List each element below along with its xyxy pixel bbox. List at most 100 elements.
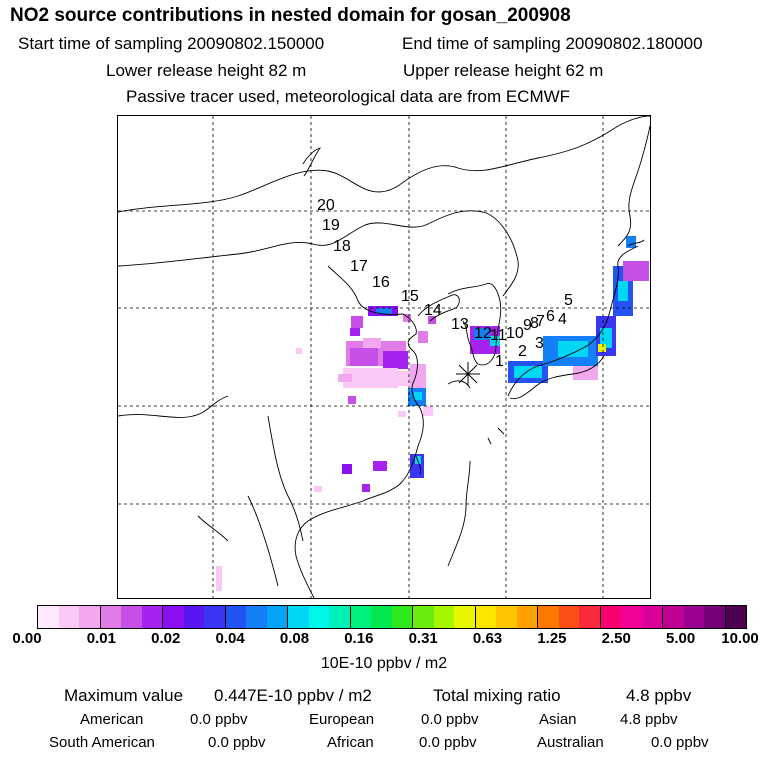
region-name: South American <box>49 734 155 751</box>
colorbar <box>37 605 747 629</box>
colorbar-swatch <box>704 606 726 628</box>
colorbar-swatch <box>663 606 684 628</box>
conc-cell <box>373 461 387 471</box>
region-name: Australian <box>537 734 604 751</box>
trajectory-label: 7 <box>536 313 545 330</box>
trajectory-label: 6 <box>546 308 555 325</box>
trajectory-label: 8 <box>530 315 539 332</box>
region-name: Asian <box>539 711 577 728</box>
colorbar-swatch <box>621 606 642 628</box>
region-value: 0.0 ppbv <box>651 734 709 751</box>
conc-cell <box>343 368 398 388</box>
region-name: American <box>80 711 144 728</box>
conc-cell <box>363 338 381 348</box>
trajectory-label: 2 <box>518 343 527 360</box>
colorbar-swatch <box>683 606 704 628</box>
region-value: 0.0 ppbv <box>190 711 248 728</box>
conc-cell <box>598 344 606 352</box>
colorbar-swatch <box>100 606 121 628</box>
colorbar-swatch <box>391 606 413 628</box>
region-value: 0.0 ppbv <box>421 711 479 728</box>
colorbar-unit: 10E-10 ppbv / m2 <box>320 655 448 672</box>
colorbar-tick-label: 0.04 <box>215 630 245 647</box>
conc-cell <box>376 308 392 314</box>
colorbar-swatch <box>496 606 517 628</box>
conc-cell <box>398 411 406 417</box>
page-title: NO2 source contributions in nested domai… <box>10 5 571 26</box>
conc-cell <box>423 406 433 416</box>
colorbar-tick-label: 0.16 <box>344 630 374 647</box>
colorbar-tick-label: 2.50 <box>601 630 631 647</box>
conc-cell <box>350 348 378 366</box>
conc-cell <box>362 484 370 492</box>
trajectory-label: 16 <box>372 274 390 291</box>
colorbar-tick-label: 1.25 <box>537 630 567 647</box>
trajectory-label: 3 <box>535 335 544 352</box>
lower-release-height: Lower release height 82 m <box>106 61 307 80</box>
release-site-marker <box>456 362 480 386</box>
colorbar-swatch <box>725 606 746 628</box>
colorbar-swatch <box>538 606 559 628</box>
map-panel: 1 2 3 4 5 6 7 8 9 10 11 12 13 14 15 16 1… <box>117 115 651 599</box>
conc-cell <box>342 464 352 474</box>
region-value: 0.0 ppbv <box>419 734 477 751</box>
colorbar-swatch <box>141 606 163 628</box>
conc-cell <box>348 396 356 404</box>
colorbar-tick-label: 0.63 <box>472 630 503 647</box>
region-name: European <box>309 711 375 728</box>
conc-cell <box>558 341 588 357</box>
end-time: End time of sampling 20090802.180000 <box>402 34 703 53</box>
conc-cell <box>618 281 628 301</box>
trajectory-label: 5 <box>564 292 573 309</box>
trajectory-labels: 1 2 3 4 5 6 7 8 9 10 11 12 13 14 15 16 1… <box>317 197 573 370</box>
conc-cell <box>414 392 422 400</box>
start-time: Start time of sampling 20090802.150000 <box>18 34 325 53</box>
colorbar-tick-label: 0.00 <box>12 630 42 647</box>
tracer-note: Passive tracer used, meteorological data… <box>126 87 571 106</box>
colorbar-swatch <box>121 606 142 628</box>
colorbar-swatch <box>413 606 434 628</box>
conc-cell <box>514 366 542 378</box>
trajectory-label: 9 <box>523 317 532 334</box>
colorbar-swatch <box>350 606 371 628</box>
colorbar-swatch <box>371 606 392 628</box>
colorbar-swatch <box>641 606 663 628</box>
colorbar-swatch <box>288 606 309 628</box>
conc-cell <box>428 316 436 324</box>
colorbar-swatch <box>329 606 351 628</box>
conc-cell <box>490 336 500 346</box>
colorbar-swatch <box>183 606 204 628</box>
concentration-field <box>216 236 649 591</box>
trajectory-label: 14 <box>424 302 442 319</box>
conc-cell <box>403 314 411 322</box>
trajectory-label: 1 <box>495 353 504 370</box>
trajectory-label: 4 <box>558 311 567 328</box>
trajectory-label: 12 <box>474 325 492 342</box>
total-mixing-value: 4.8 ppbv <box>626 686 692 705</box>
colorbar-tick-label: 0.01 <box>86 630 116 647</box>
colorbar-tick-label: 5.00 <box>666 630 696 647</box>
conc-cell <box>314 486 322 492</box>
conc-cell <box>351 316 363 328</box>
colorbar-swatch <box>163 606 184 628</box>
colorbar-swatch <box>79 606 101 628</box>
colorbar-swatch <box>558 606 579 628</box>
colorbar-swatch <box>58 606 79 628</box>
colorbar-swatch <box>579 606 601 628</box>
trajectory-label: 19 <box>322 217 340 234</box>
colorbar-swatch <box>266 606 288 628</box>
conc-cell <box>296 348 302 354</box>
conc-cell <box>338 374 352 382</box>
trajectory-label: 17 <box>350 258 368 275</box>
colorbar-swatch <box>308 606 329 628</box>
upper-release-height: Upper release height 62 m <box>403 61 604 80</box>
conc-cell <box>623 261 649 281</box>
conc-cell <box>216 566 222 591</box>
colorbar-swatch <box>516 606 538 628</box>
conc-cell <box>390 371 410 386</box>
trajectory-label: 20 <box>317 197 335 214</box>
colorbar-swatch <box>475 606 496 628</box>
colorbar-tick-label: 0.31 <box>408 630 438 647</box>
conc-cell <box>474 328 490 340</box>
colorbar-tick-label: 0.08 <box>279 630 310 647</box>
